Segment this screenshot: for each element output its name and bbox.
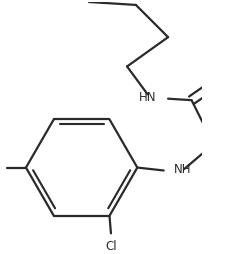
Text: Cl: Cl (105, 240, 116, 253)
Text: HN: HN (138, 91, 156, 104)
Text: NH: NH (173, 163, 191, 176)
